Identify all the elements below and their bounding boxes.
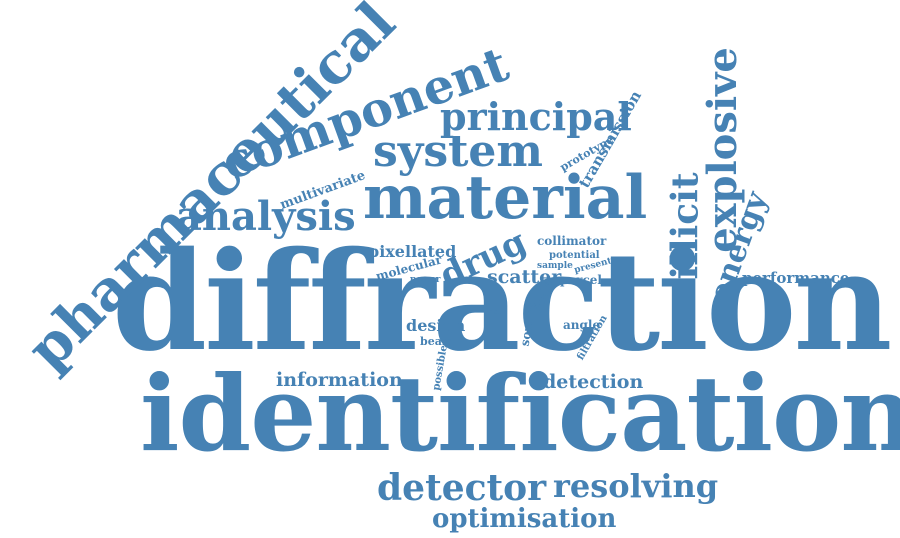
word-fast: fast	[486, 307, 501, 316]
word-power: power	[410, 275, 441, 285]
word-optimisation: optimisation	[432, 504, 617, 534]
word-system: system	[373, 126, 543, 177]
word-design: design	[406, 316, 466, 335]
word-resolving: resolving	[553, 467, 719, 505]
word-collimator: collimator	[537, 234, 607, 248]
word-analysis: analysis	[176, 193, 356, 240]
word-beam: beam	[420, 335, 454, 348]
word-pixellated: pixellated	[368, 242, 457, 261]
word-parcel: parcel	[560, 273, 602, 287]
word-potential: potential	[549, 250, 600, 261]
word-diffraction: diffraction	[112, 222, 892, 382]
word-information: information	[276, 369, 403, 391]
word-identification: identification	[140, 352, 900, 475]
word-scatter: scatter	[487, 266, 562, 288]
word-sample: sample	[537, 261, 573, 271]
word-detection: detection	[543, 371, 644, 393]
word-angle: angle	[563, 318, 601, 332]
word-illicit: illicit	[664, 172, 707, 280]
word-performance: performance	[742, 269, 850, 287]
word-material: material	[363, 163, 648, 233]
word-detector: detector	[377, 467, 547, 509]
word-principal: principal	[440, 94, 632, 139]
